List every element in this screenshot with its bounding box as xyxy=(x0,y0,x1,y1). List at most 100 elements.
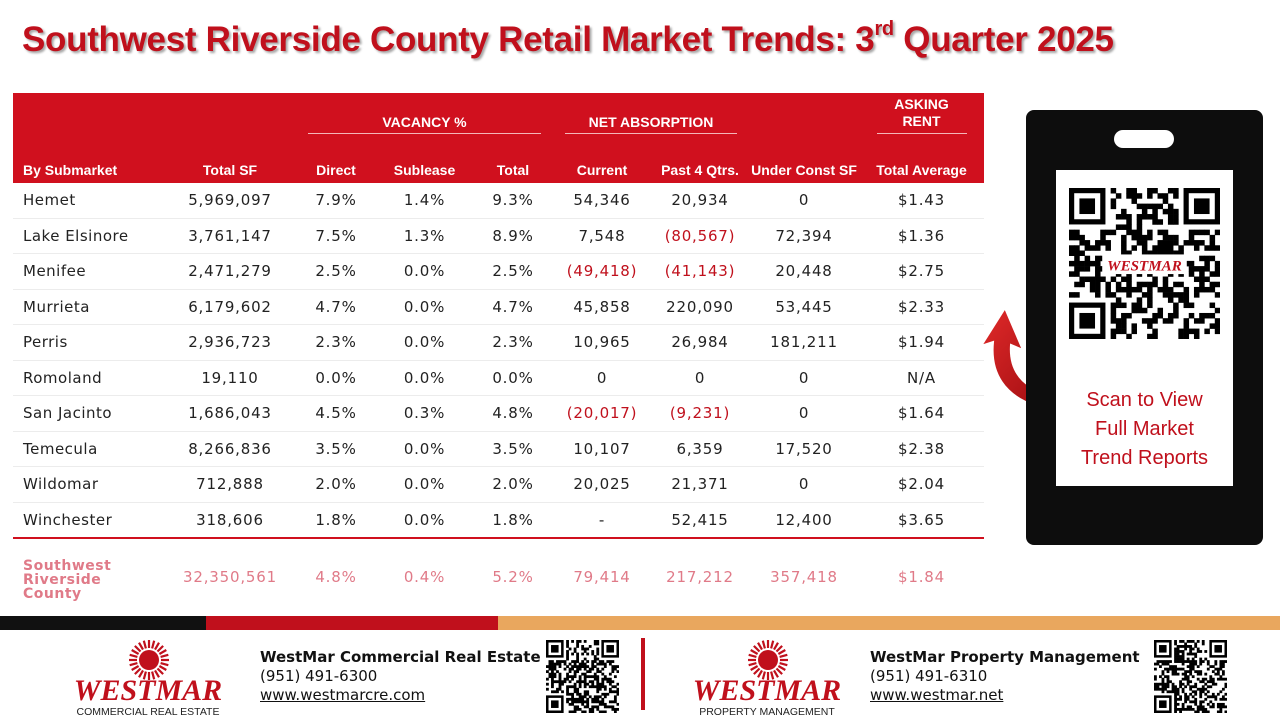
table-row: Romoland 19,110 0.0% 0.0% 0.0% 0 0 0 N/A xyxy=(13,360,984,396)
table-cell: 2.0% xyxy=(296,466,376,503)
table-cell: 21,371 xyxy=(651,466,749,503)
table-cell: 32,350,561 xyxy=(164,537,296,615)
column-header: Total xyxy=(473,137,553,183)
column-header: Under Const SF xyxy=(749,137,859,183)
submarket-name: Romoland xyxy=(13,360,164,396)
submarket-name: Southwest Riverside County xyxy=(13,537,164,615)
table-cell: 1.3% xyxy=(376,218,473,254)
submarket-name: Menifee xyxy=(13,253,164,290)
table-cell: 4.7% xyxy=(473,289,553,325)
table-cell: 0.0% xyxy=(376,253,473,290)
contact-property-management: WestMar Property Management (951) 491-63… xyxy=(870,648,1140,705)
table-cell: 0 xyxy=(749,360,859,396)
page-title: Southwest Riverside County Retail Market… xyxy=(22,18,1114,60)
column-header: Total SF xyxy=(164,137,296,183)
table-cell: $1.94 xyxy=(859,324,984,361)
table-cell: 2.3% xyxy=(473,324,553,361)
total-row: Southwest Riverside County 32,350,561 4.8%… xyxy=(13,537,984,615)
table-cell: 0.0% xyxy=(376,502,473,539)
table-cell: 0.4% xyxy=(376,537,473,615)
table-row: Hemet 5,969,097 7.9% 1.4% 9.3% 54,346 20,934 0 $… xyxy=(13,183,984,219)
table-cell: 26,984 xyxy=(651,324,749,361)
table-cell: 0 xyxy=(749,395,859,432)
svg-text:PROPERTY MANAGEMENT: PROPERTY MANAGEMENT xyxy=(699,706,835,716)
table-cell: 2.0% xyxy=(473,466,553,503)
table-cell: 12,400 xyxy=(749,502,859,539)
table-cell: 19,110 xyxy=(164,360,296,396)
table-cell: 1,686,043 xyxy=(164,395,296,432)
table-cell: 8,266,836 xyxy=(164,431,296,467)
table-cell: 0.0% xyxy=(376,289,473,325)
phone-number[interactable]: (951) 491-6310 xyxy=(870,667,988,685)
market-table: VACANCY % NET ABSORPTION ASKING RENT By … xyxy=(13,93,984,615)
table-cell: 0 xyxy=(749,183,859,219)
table-cell: 72,394 xyxy=(749,218,859,254)
table-cell: 79,414 xyxy=(553,537,651,615)
table-cell: 4.8% xyxy=(296,537,376,615)
table-cell: 54,346 xyxy=(553,183,651,219)
column-header: Total Average xyxy=(859,137,984,183)
table-cell: 5.2% xyxy=(473,537,553,615)
table-cell: (41,143) xyxy=(651,253,749,290)
table-cell: $1.36 xyxy=(859,218,984,254)
table-cell: $1.43 xyxy=(859,183,984,219)
table-cell: 53,445 xyxy=(749,289,859,325)
westmar-pm-logo: WESTMAR PROPERTY MANAGEMENT xyxy=(693,640,841,716)
table-cell: 0 xyxy=(651,360,749,396)
table-cell: 0 xyxy=(749,466,859,503)
table-cell: 2.5% xyxy=(296,253,376,290)
table-cell: 1.4% xyxy=(376,183,473,219)
table-row: San Jacinto 1,686,043 4.5% 0.3% 4.8% (20,017)… xyxy=(13,395,984,432)
sunburst-icon xyxy=(129,640,169,680)
column-header: Sublease xyxy=(376,137,473,183)
qr-code[interactable]: WESTMAR xyxy=(1069,188,1221,343)
table-cell: 181,211 xyxy=(749,324,859,361)
table-cell: 0.0% xyxy=(296,360,376,396)
column-header: Direct xyxy=(296,137,376,183)
contact-commercial: WestMar Commercial Real Estate (951) 491… xyxy=(260,648,541,705)
footer-vertical-divider xyxy=(641,638,645,710)
submarket-name: Temecula xyxy=(13,431,164,467)
table-row: Perris 2,936,723 2.3% 0.0% 2.3% 10,965 26,984 1… xyxy=(13,324,984,361)
column-header: Current xyxy=(553,137,651,183)
footer-qr-code-right[interactable] xyxy=(1154,640,1228,717)
table-cell: 220,090 xyxy=(651,289,749,325)
submarket-name: Hemet xyxy=(13,183,164,219)
table-row: Menifee 2,471,279 2.5% 0.0% 2.5% (49,418) (41,… xyxy=(13,253,984,290)
company-name: WestMar Commercial Real Estate xyxy=(260,648,541,666)
table-row: Lake Elsinore 3,761,147 7.5% 1.3% 8.9% 7,548(… xyxy=(13,218,984,254)
table-cell: 20,448 xyxy=(749,253,859,290)
table-cell: N/A xyxy=(859,360,984,396)
table-cell: $1.84 xyxy=(859,537,984,615)
table-cell: 20,025 xyxy=(553,466,651,503)
website-link[interactable]: www.westmarcre.com xyxy=(260,686,426,704)
column-header: Past 4 Qtrs. xyxy=(651,137,749,183)
phone-number[interactable]: (951) 491-6300 xyxy=(260,667,378,685)
submarket-name: Lake Elsinore xyxy=(13,218,164,254)
table-cell: 0.0% xyxy=(376,360,473,396)
table-cell: 357,418 xyxy=(749,537,859,615)
svg-text:COMMERCIAL REAL ESTATE: COMMERCIAL REAL ESTATE xyxy=(77,706,220,716)
table-row: Murrieta 6,179,602 4.7% 0.0% 4.7% 45,858 220,0… xyxy=(13,289,984,325)
phone-speaker xyxy=(1114,130,1174,148)
table-cell: (80,567) xyxy=(651,218,749,254)
table-cell: 0.0% xyxy=(473,360,553,396)
table-cell: $2.75 xyxy=(859,253,984,290)
svg-text:WESTMAR: WESTMAR xyxy=(693,674,841,707)
table-cell: 17,520 xyxy=(749,431,859,467)
title-text: Southwest Riverside County Retail Market… xyxy=(22,20,875,59)
column-header: By Submarket xyxy=(13,137,164,183)
table-cell: (20,017) xyxy=(553,395,651,432)
table-cell: 10,107 xyxy=(553,431,651,467)
sunburst-icon xyxy=(748,640,788,680)
table-cell: 217,212 xyxy=(651,537,749,615)
website-link[interactable]: www.westmar.net xyxy=(870,686,1004,704)
table-cell: 7.9% xyxy=(296,183,376,219)
table-cell: 8.9% xyxy=(473,218,553,254)
submarket-name: Perris xyxy=(13,324,164,361)
table-row: Temecula 8,266,836 3.5% 0.0% 3.5% 10,107 6,359… xyxy=(13,431,984,467)
table-cell: 3.5% xyxy=(296,431,376,467)
footer-qr-code-left[interactable] xyxy=(546,640,620,717)
table-cell: 2.5% xyxy=(473,253,553,290)
table-cell: 4.5% xyxy=(296,395,376,432)
